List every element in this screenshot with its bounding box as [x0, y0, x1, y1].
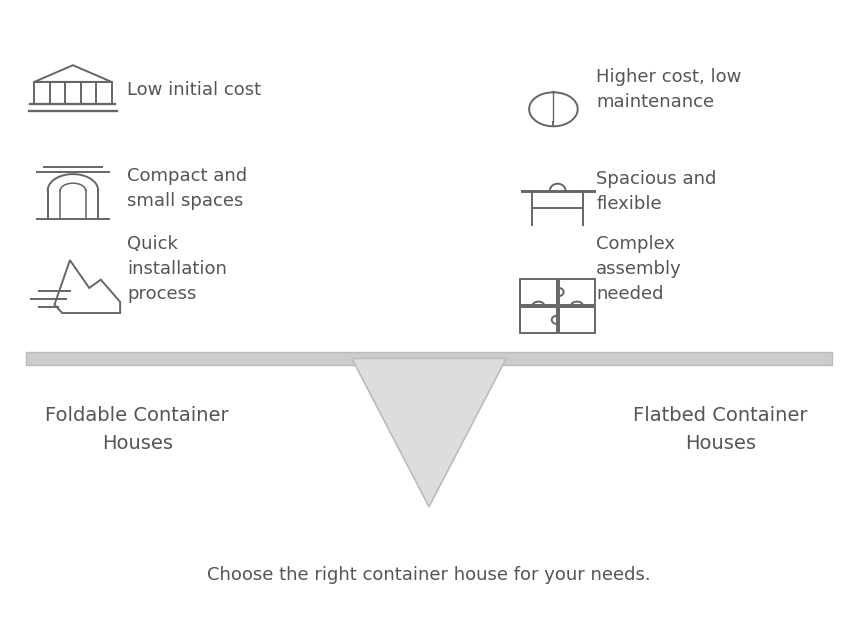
Bar — [520, 307, 557, 333]
Text: Low initial cost: Low initial cost — [127, 80, 261, 99]
Text: Quick
installation
process: Quick installation process — [127, 235, 227, 303]
Text: Compact and
small spaces: Compact and small spaces — [127, 167, 247, 210]
Text: Complex
assembly
needed: Complex assembly needed — [596, 235, 682, 303]
Bar — [34, 82, 112, 104]
Text: Flatbed Container
Houses: Flatbed Container Houses — [633, 406, 808, 453]
Text: Higher cost, low
maintenance: Higher cost, low maintenance — [596, 68, 741, 111]
FancyBboxPatch shape — [26, 352, 832, 365]
Polygon shape — [352, 358, 506, 507]
Text: Choose the right container house for your needs.: Choose the right container house for you… — [207, 565, 651, 584]
Bar — [559, 279, 595, 305]
Bar — [559, 307, 595, 333]
Bar — [520, 279, 557, 305]
Text: Foldable Container
Houses: Foldable Container Houses — [45, 406, 229, 453]
Text: Spacious and
flexible: Spacious and flexible — [596, 170, 716, 213]
